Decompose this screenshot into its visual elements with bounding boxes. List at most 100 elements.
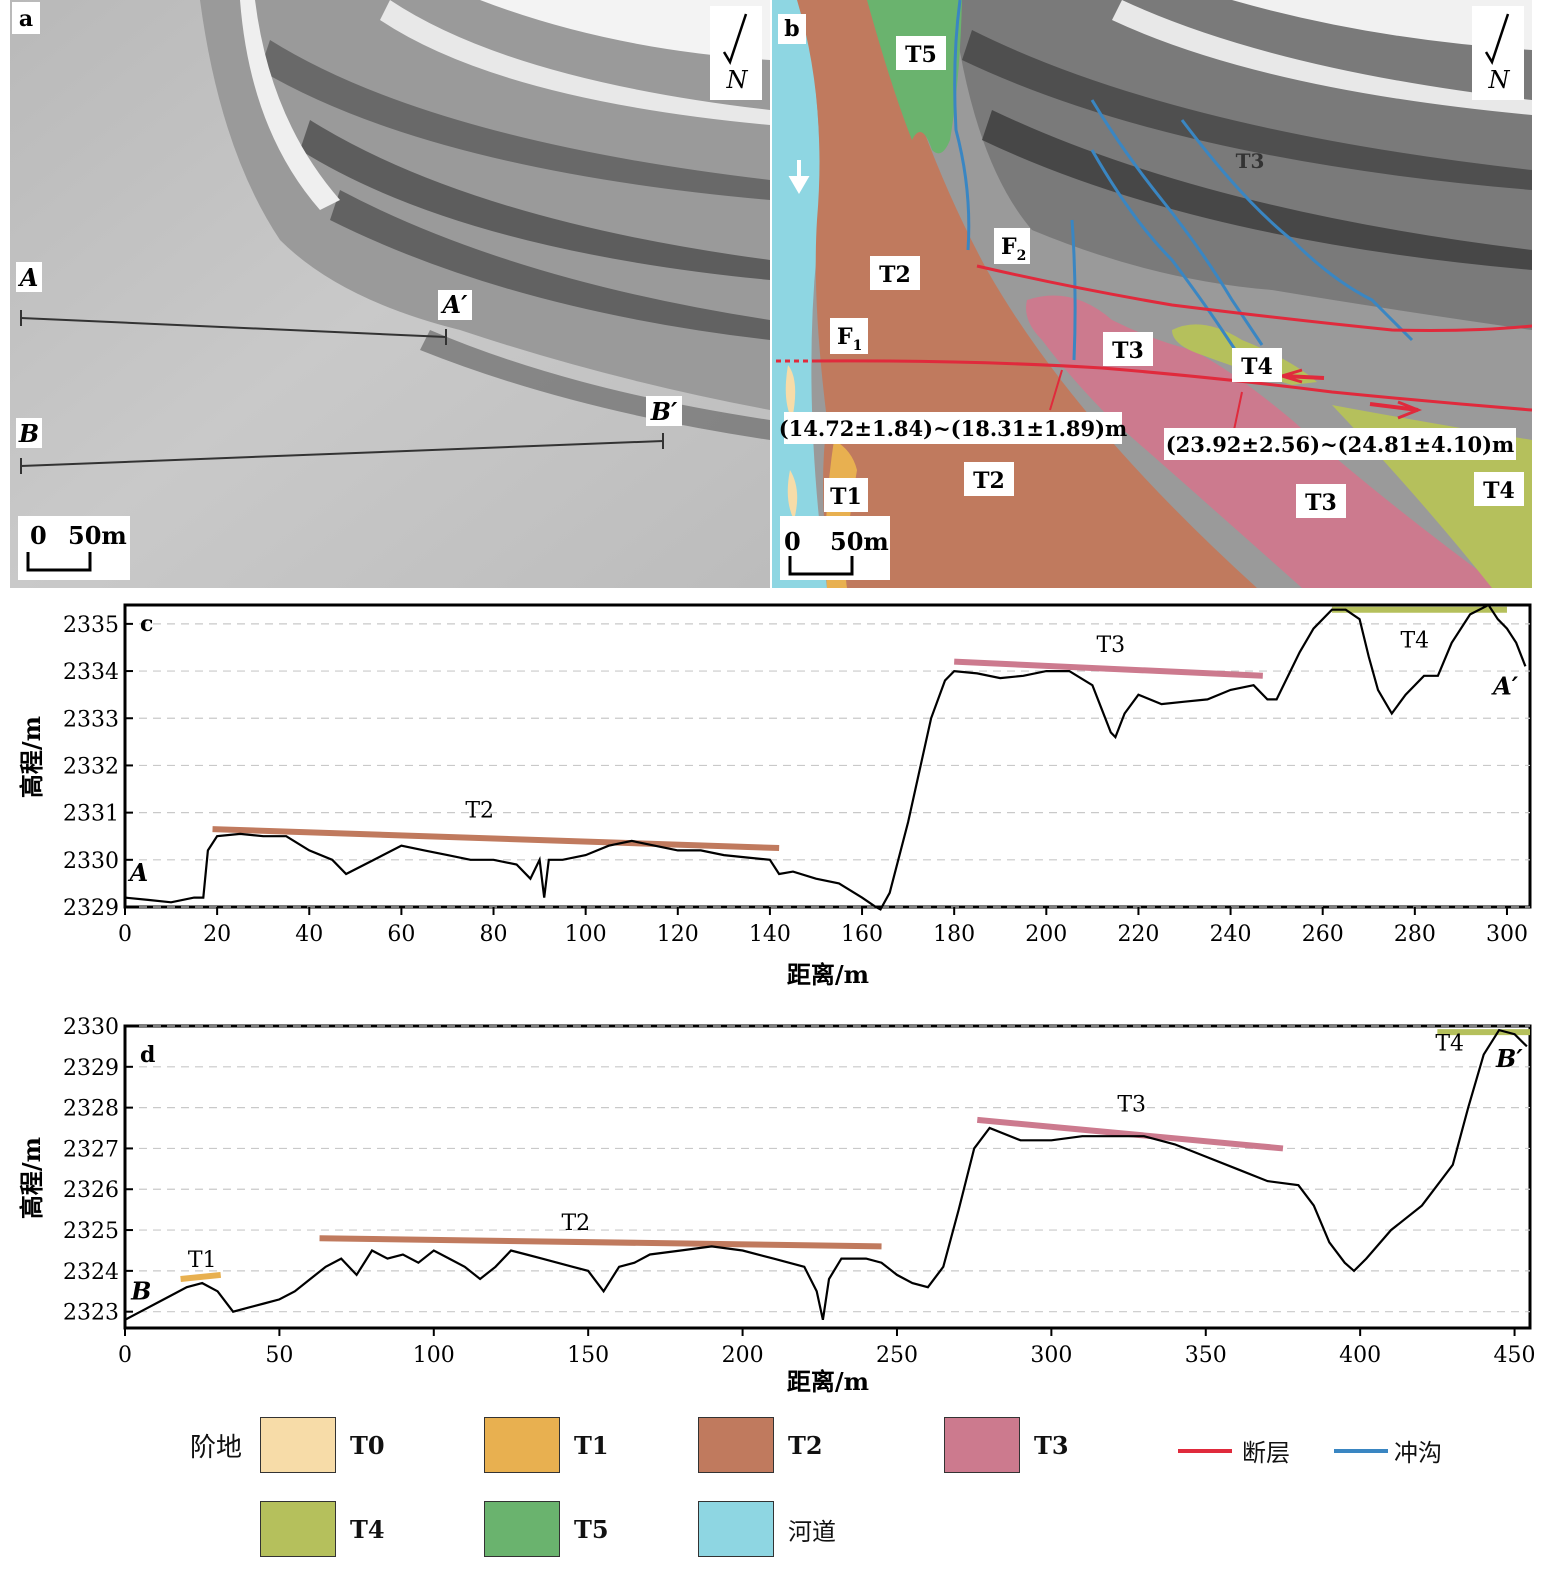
x-tick-label: 200 xyxy=(1025,922,1067,947)
offset-label-left: (14.72±1.84)~(18.31±1.89)m xyxy=(779,416,1128,441)
fault-label-f1: F1 xyxy=(837,324,862,354)
profile-a-start-label: A xyxy=(18,263,39,292)
scale-bar: 0 50m xyxy=(780,516,890,580)
y-axis-label: 高程/m xyxy=(17,1137,46,1219)
fault-lines xyxy=(776,264,1532,431)
legend-swatch xyxy=(698,1501,774,1557)
y-tick-label: 2329 xyxy=(63,896,119,921)
legend-item-gully: 冲沟 xyxy=(1334,1433,1442,1468)
x-axis-label: 距离/m xyxy=(787,1367,869,1396)
profile-b-start-label: B xyxy=(18,419,39,448)
legend-swatch xyxy=(260,1501,336,1557)
y-tick-label: 2331 xyxy=(63,802,119,827)
legend-label: T3 xyxy=(1034,1430,1069,1460)
svg-text:0: 0 xyxy=(784,527,801,556)
north-arrow-icon: N xyxy=(1472,6,1524,100)
x-tick-label: 250 xyxy=(876,1343,918,1368)
legend-item-t2: T2 xyxy=(698,1417,823,1473)
unit-label: T4 xyxy=(1241,354,1273,380)
panel-d-label: d xyxy=(140,1042,155,1068)
legend-item-t5: T5 xyxy=(484,1501,609,1557)
panel-b-geologic-map: T5 T2 T2 T3 T3 T4 T4 T1 T3 F2 F1 (14.72±… xyxy=(772,0,1532,588)
panel-c-label: c xyxy=(140,611,153,637)
legend-label: 河道 xyxy=(788,1517,836,1546)
legend: 阶地 T0 T1 T2 T3 断层 冲沟 T4 T5 河道 xyxy=(0,1405,1559,1576)
unit-label: T3 xyxy=(1236,149,1265,173)
y-axis-label: 高程/m xyxy=(17,716,46,798)
y-tick-label: 2329 xyxy=(63,1056,119,1081)
x-tick-label: 160 xyxy=(841,922,883,947)
y-tick-label: 2327 xyxy=(63,1137,119,1162)
legend-swatch xyxy=(484,1501,560,1557)
panel-a-label: a xyxy=(19,6,33,32)
x-tick-label: 60 xyxy=(387,922,415,947)
y-tick-label: 2334 xyxy=(63,660,119,685)
profile-line-b xyxy=(20,440,664,467)
profile-start-label: B xyxy=(130,1276,151,1305)
x-tick-label: 200 xyxy=(722,1343,764,1368)
x-axis-label: 距离/m xyxy=(787,960,869,989)
x-tick-label: 100 xyxy=(413,1343,455,1368)
y-tick-label: 2333 xyxy=(63,707,119,732)
x-tick-label: 300 xyxy=(1486,922,1528,947)
profile-chart-d: T1 T2 T3 T4 2323 2324 2325 2326 2327 2328 2329 233… xyxy=(17,1015,1536,1396)
legend-label: T2 xyxy=(788,1430,823,1460)
legend-item-t1: T1 xyxy=(484,1417,609,1473)
profile-chart-c: T2 T3 T4 2329 2330 2331 2332 2333 2334 2335 0 20 40… xyxy=(17,603,1532,989)
x-tick-label: 50 xyxy=(265,1343,293,1368)
svg-text:N: N xyxy=(726,66,749,94)
legend-label: T0 xyxy=(350,1430,385,1460)
gully-line-icon xyxy=(1334,1448,1388,1453)
y-tick-label: 2324 xyxy=(63,1260,119,1285)
profile-start-label: A xyxy=(128,858,149,887)
elevation-profile-line xyxy=(124,603,1527,911)
x-tick-label: 240 xyxy=(1210,922,1252,947)
profile-end-label: B′ xyxy=(1495,1044,1523,1073)
terrace-surface-line xyxy=(319,1235,882,1250)
svg-text:50m: 50m xyxy=(68,521,127,550)
svg-text:50m: 50m xyxy=(830,527,889,556)
svg-text:0: 0 xyxy=(30,521,47,550)
legend-item-t0: T0 xyxy=(260,1417,385,1473)
north-arrow-icon: N xyxy=(710,6,762,100)
x-tick-label: 400 xyxy=(1339,1343,1381,1368)
y-tick-label: 2323 xyxy=(63,1301,119,1326)
legend-item-river: 河道 xyxy=(698,1501,836,1557)
legend-title: 阶地 xyxy=(190,1433,243,1463)
legend-item-t4: T4 xyxy=(260,1501,385,1557)
y-tick-label: 2332 xyxy=(63,754,119,779)
legend-label: T4 xyxy=(350,1514,385,1544)
elevation-profile-line xyxy=(124,1028,1528,1321)
x-tick-label: 350 xyxy=(1185,1343,1227,1368)
unit-label: T4 xyxy=(1483,478,1515,504)
svg-text:N: N xyxy=(1488,66,1511,94)
y-tick-label: 2330 xyxy=(63,849,119,874)
terrace-surface-line xyxy=(976,1116,1284,1152)
x-tick-label: 450 xyxy=(1494,1343,1536,1368)
legend-swatch xyxy=(484,1417,560,1473)
y-tick-label: 2328 xyxy=(63,1097,119,1122)
profile-a-end-label: A′ xyxy=(441,290,469,319)
unit-label: T1 xyxy=(830,484,862,510)
offset-label-right: (23.92±2.56)~(24.81±4.10)m xyxy=(1166,432,1515,457)
x-tick-label: 0 xyxy=(118,1343,132,1368)
profile-end-label: A′ xyxy=(1491,672,1519,701)
x-tick-label: 300 xyxy=(1030,1343,1072,1368)
unit-label: T3 xyxy=(1112,338,1144,364)
x-tick-label: 280 xyxy=(1394,922,1436,947)
terrace-label: T4 xyxy=(1401,628,1430,653)
x-tick-label: 260 xyxy=(1302,922,1344,947)
x-tick-label: 150 xyxy=(567,1343,609,1368)
unit-label: T3 xyxy=(1305,490,1337,516)
terrace-surface-line xyxy=(954,658,1263,679)
unit-label: T2 xyxy=(973,468,1005,494)
profile-b-end-label: B′ xyxy=(650,397,678,426)
panel-b-label: b xyxy=(784,16,799,42)
y-tick-label: 2326 xyxy=(63,1178,119,1203)
y-tick-label: 2335 xyxy=(63,613,119,638)
profile-line-a xyxy=(20,317,447,338)
terrace-label: T1 xyxy=(188,1248,217,1273)
ridge-texture xyxy=(200,0,770,440)
y-tick-label: 2325 xyxy=(63,1219,119,1244)
x-tick-label: 120 xyxy=(657,922,699,947)
